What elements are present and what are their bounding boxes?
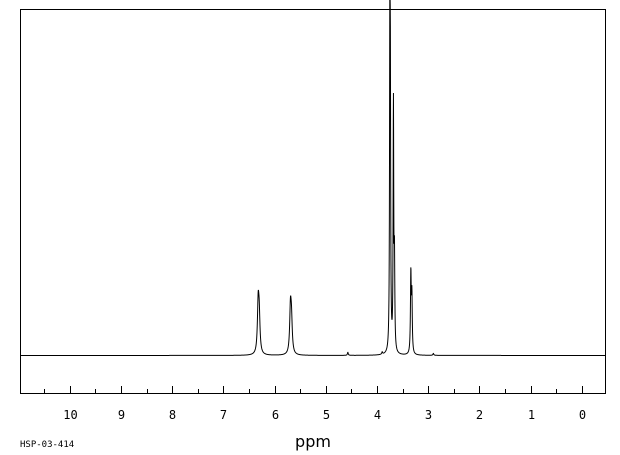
x-axis-title: ppm <box>295 432 331 451</box>
x-tick-label: 2 <box>476 408 483 422</box>
x-axis-tick-labels: 10 9 8 7 6 5 4 3 2 1 0 <box>63 408 586 422</box>
x-tick-label: 3 <box>425 408 432 422</box>
plot-frame <box>20 9 606 394</box>
x-tick-label: 9 <box>118 408 125 422</box>
x-tick-label: 0 <box>579 408 586 422</box>
x-tick-label: 4 <box>374 408 381 422</box>
x-tick-label: 5 <box>323 408 330 422</box>
x-tick-label: 6 <box>272 408 279 422</box>
x-tick-label: 10 <box>63 408 77 422</box>
spectrum-trace <box>21 0 605 356</box>
x-axis-ticks <box>44 386 583 393</box>
x-tick-label: 7 <box>220 408 227 422</box>
x-tick-label: 1 <box>528 408 535 422</box>
spectrum-code-label: HSP-03-414 <box>20 440 74 450</box>
x-tick-label: 8 <box>169 408 176 422</box>
